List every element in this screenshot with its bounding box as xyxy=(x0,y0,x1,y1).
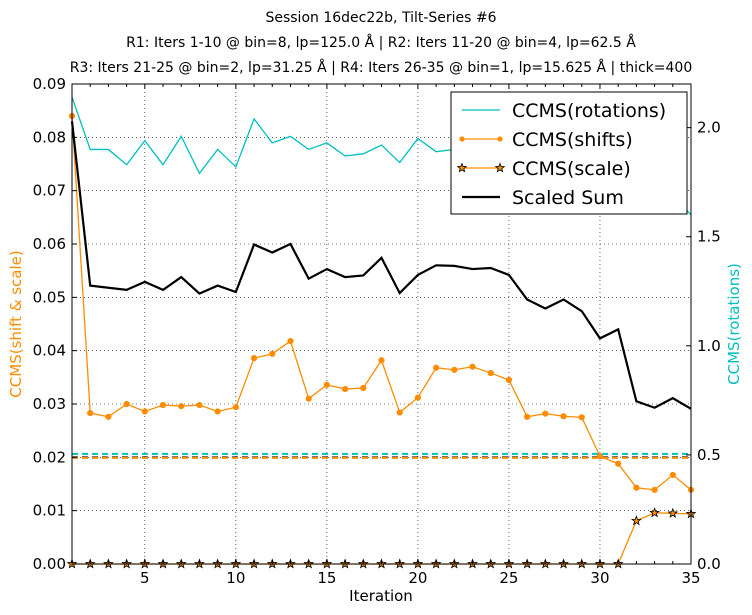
x-tick-label: 15 xyxy=(317,569,336,587)
data-point xyxy=(469,363,476,370)
x-tick-label: 25 xyxy=(499,569,518,587)
legend-marker xyxy=(459,136,465,142)
data-point xyxy=(105,413,112,420)
y-left-tick-label: 0.05 xyxy=(33,288,66,306)
data-point xyxy=(287,337,294,345)
x-axis-label: Iteration xyxy=(349,587,413,605)
legend-marker xyxy=(494,162,506,173)
legend-marker xyxy=(497,136,503,142)
data-point xyxy=(524,413,531,420)
x-tick-label: 30 xyxy=(590,569,609,587)
x-tick-label: 20 xyxy=(408,569,427,587)
data-point xyxy=(667,507,679,518)
data-point xyxy=(414,394,422,401)
title-line-2: R1: Iters 1-10 @ bin=8, lp=125.0 Å | R2:… xyxy=(126,34,636,51)
legend-label: Scaled Sum xyxy=(512,187,624,209)
grid xyxy=(72,84,691,564)
y-axis-label-left: CCMS(shift & scale) xyxy=(7,250,25,397)
data-point xyxy=(341,385,349,393)
data-point xyxy=(560,413,567,420)
data-point xyxy=(232,404,239,411)
data-point xyxy=(378,357,385,364)
data-point xyxy=(360,384,367,392)
x-tick-label: 5 xyxy=(140,569,150,587)
legend-label: CCMS(scale) xyxy=(512,158,631,180)
data-point xyxy=(178,403,185,410)
legend-item: CCMS(shifts) xyxy=(459,129,633,151)
y-left-tick-label: 0.09 xyxy=(33,75,66,93)
legend-label: CCMS(shifts) xyxy=(512,129,633,151)
data-point xyxy=(669,471,676,479)
data-point xyxy=(633,484,640,491)
legend: CCMS(rotations) CCMS(shifts) CCMS(scale) Sc… xyxy=(450,91,688,215)
data-point xyxy=(651,486,658,493)
y-right-tick-label: 2.0 xyxy=(697,119,721,137)
chart-title: Session 16dec22b, Tilt-Series #6 R1: Ite… xyxy=(70,10,692,76)
title-line-3: R3: Iters 21-25 @ bin=2, lp=31.25 Å | R4… xyxy=(70,59,692,76)
data-point xyxy=(269,350,276,357)
x-tick-label: 10 xyxy=(226,569,245,587)
legend-marker xyxy=(456,162,468,173)
data-point xyxy=(505,376,513,384)
data-point xyxy=(631,515,642,526)
y-left-tick-label: 0.04 xyxy=(33,342,66,360)
y-left-tick-label: 0.06 xyxy=(33,235,66,253)
data-point xyxy=(649,507,660,518)
data-point xyxy=(578,414,585,421)
title-line-1: Session 16dec22b, Tilt-Series #6 xyxy=(265,10,496,26)
series-ccms-shifts xyxy=(68,112,695,493)
data-point xyxy=(542,410,549,417)
legend-item: Scaled Sum xyxy=(462,187,624,209)
series-line xyxy=(70,121,692,410)
legend-label: CCMS(rotations) xyxy=(512,100,666,122)
legend-box xyxy=(450,91,688,215)
data-point xyxy=(214,408,221,415)
data-point xyxy=(615,460,622,467)
reference-lines xyxy=(72,452,691,459)
data-point xyxy=(141,408,148,415)
data-point xyxy=(451,366,458,373)
data-point xyxy=(123,400,130,408)
y-right-tick-label: 0.0 xyxy=(697,555,721,573)
data-point xyxy=(196,401,203,409)
data-point xyxy=(159,401,167,409)
ticks: 5 10 15 20 25 30 35 0.00 0.01 0.02 0.03 0.04 0.05 0.0… xyxy=(33,75,721,587)
data-point xyxy=(250,355,258,362)
legend-item: CCMS(scale) xyxy=(456,158,631,180)
y-left-tick-label: 0.02 xyxy=(33,448,66,466)
data-point xyxy=(433,364,440,371)
data-point xyxy=(323,381,330,388)
y-left-tick-label: 0.03 xyxy=(33,395,66,413)
y-left-tick-label: 0.07 xyxy=(33,182,66,200)
data-point xyxy=(87,409,94,417)
data-point xyxy=(305,395,312,402)
y-right-tick-label: 1.5 xyxy=(697,228,721,246)
data-point xyxy=(396,409,403,416)
y-right-tick-label: 1.0 xyxy=(697,337,721,355)
x-tick-label: 35 xyxy=(681,569,700,587)
legend-item: CCMS(rotations) xyxy=(462,100,666,122)
y-left-tick-label: 0.00 xyxy=(33,555,66,573)
series-scaled-sum xyxy=(70,121,692,410)
data-point xyxy=(596,453,604,460)
data-point xyxy=(487,369,494,377)
y-axis-label-right: CCMS(rotations) xyxy=(725,263,743,385)
y-left-tick-label: 0.01 xyxy=(33,502,66,520)
y-left-tick-label: 0.08 xyxy=(33,128,66,146)
y-right-tick-label: 0.5 xyxy=(697,446,721,464)
